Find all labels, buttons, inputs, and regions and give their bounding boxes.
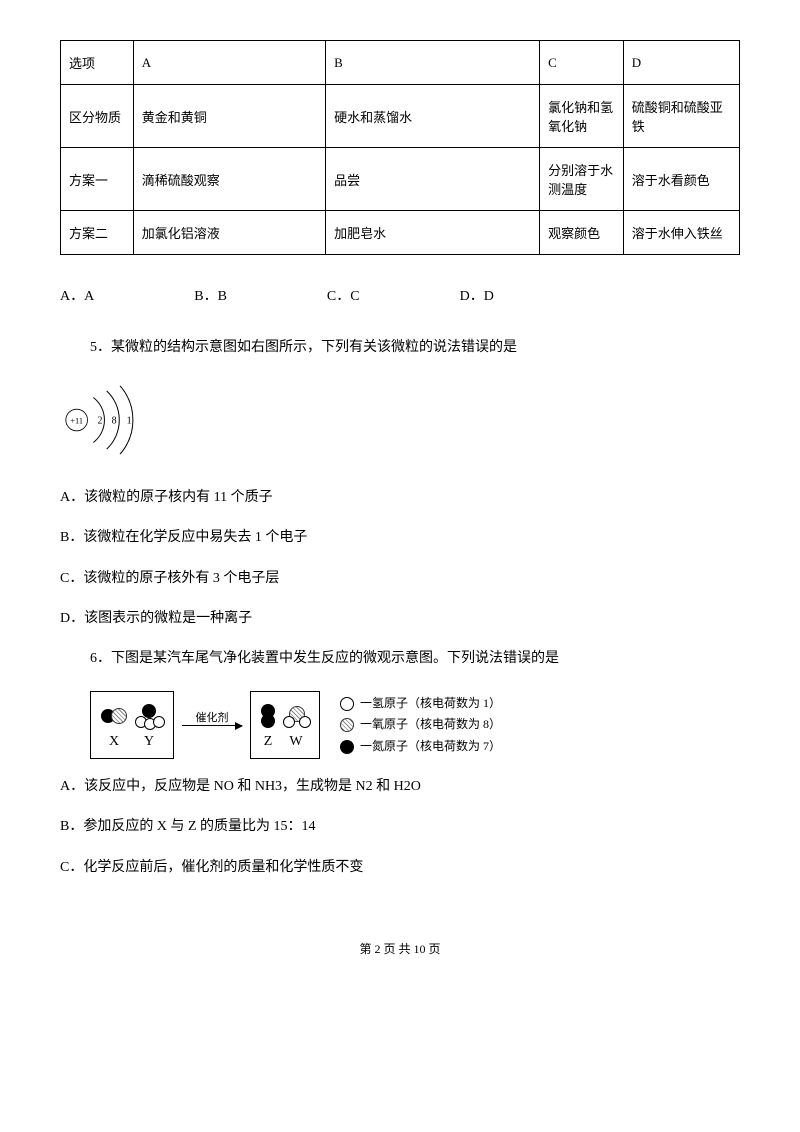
nucleus-label: +11 xyxy=(70,417,83,426)
molecule-label: W xyxy=(289,734,302,750)
table-row: 区分物质 黄金和黄铜 硬水和蒸馏水 氯化钠和氢氧化钠 硫酸铜和硫酸亚铁 xyxy=(61,85,740,148)
svg-text:2: 2 xyxy=(98,416,103,427)
molecular-reaction-diagram: X Y 催化剂 Z xyxy=(90,691,740,759)
q6-option-c: C．化学反应前后，催化剂的质量和化学性质不变 xyxy=(60,855,740,880)
table-cell: 硬水和蒸馏水 xyxy=(326,85,540,148)
table-cell: 加肥皂水 xyxy=(326,211,540,255)
products-box: Z W xyxy=(250,691,320,759)
table-row: 方案二 加氯化铝溶液 加肥皂水 观察颜色 溶于水伸入铁丝 xyxy=(61,211,740,255)
table-cell: 氯化钠和氢氧化钠 xyxy=(540,85,624,148)
table-cell: 加氯化铝溶液 xyxy=(133,211,325,255)
table-cell: B xyxy=(326,41,540,85)
table-cell: 黄金和黄铜 xyxy=(133,85,325,148)
molecule-x-icon xyxy=(101,700,127,732)
q6-option-b: B．参加反应的 X 与 Z 的质量比为 15：14 xyxy=(60,814,740,839)
table-cell: C xyxy=(540,41,624,85)
reaction-arrow-icon: 催化剂 xyxy=(182,709,242,742)
molecule-y-icon xyxy=(135,700,163,732)
table-header-row: 选项 A B C D xyxy=(61,41,740,85)
legend-label: 一氢原子（核电荷数为 1） xyxy=(360,693,501,715)
page-footer: 第 2 页 共 10 页 xyxy=(60,940,740,957)
q5-option-b: B．该微粒在化学反应中易失去 1 个电子 xyxy=(60,525,740,550)
table-cell: 溶于水看颜色 xyxy=(623,148,739,211)
option-b: B．B xyxy=(194,285,227,305)
option-d: D．D xyxy=(460,285,494,305)
q5-option-c: C．该微粒的原子核外有 3 个电子层 xyxy=(60,566,740,591)
q4-answer-options: A．A B．B C．C D．D xyxy=(60,285,740,305)
option-c: C．C xyxy=(327,285,360,305)
table-cell: 观察颜色 xyxy=(540,211,624,255)
reactants-box: X Y xyxy=(90,691,174,759)
table-cell: 分别溶于水测温度 xyxy=(540,148,624,211)
q5-stem: 5．某微粒的结构示意图如右图所示，下列有关该微粒的说法错误的是 xyxy=(90,335,740,360)
molecule-w-icon xyxy=(283,700,309,732)
table-row: 方案一 滴稀硫酸观察 品尝 分别溶于水测温度 溶于水看颜色 xyxy=(61,148,740,211)
table-cell: A xyxy=(133,41,325,85)
q5-option-a: A．该微粒的原子核内有 11 个质子 xyxy=(60,485,740,510)
atom-legend: 一氢原子（核电荷数为 1） 一氧原子（核电荷数为 8） 一氮原子（核电荷数为 7… xyxy=(340,693,501,758)
q6-stem: 6．下图是某汽车尾气净化装置中发生反应的微观示意图。下列说法错误的是 xyxy=(90,646,740,671)
hydrogen-atom-icon xyxy=(340,697,354,711)
option-a: A．A xyxy=(60,285,94,305)
oxygen-atom-icon xyxy=(340,718,354,732)
table-cell: D xyxy=(623,41,739,85)
table-cell: 区分物质 xyxy=(61,85,134,148)
legend-label: 一氧原子（核电荷数为 8） xyxy=(360,714,501,736)
table-cell: 选项 xyxy=(61,41,134,85)
table-cell: 硫酸铜和硫酸亚铁 xyxy=(623,85,739,148)
comparison-table: 选项 A B C D 区分物质 黄金和黄铜 硬水和蒸馏水 氯化钠和氢氧化钠 硫酸… xyxy=(60,40,740,255)
catalyst-label: 催化剂 xyxy=(196,709,229,725)
q6-option-a: A．该反应中，反应物是 NO 和 NH3，生成物是 N2 和 H2O xyxy=(60,774,740,799)
table-cell: 溶于水伸入铁丝 xyxy=(623,211,739,255)
table-cell: 滴稀硫酸观察 xyxy=(133,148,325,211)
atom-structure-diagram: +11 2 8 1 xyxy=(60,380,740,465)
svg-text:8: 8 xyxy=(112,416,117,427)
molecule-label: Y xyxy=(144,734,154,750)
nitrogen-atom-icon xyxy=(340,740,354,754)
molecule-label: X xyxy=(109,734,119,750)
molecule-label: Z xyxy=(264,734,273,750)
table-cell: 方案一 xyxy=(61,148,134,211)
table-cell: 方案二 xyxy=(61,211,134,255)
svg-text:1: 1 xyxy=(127,416,132,427)
molecule-z-icon xyxy=(261,700,275,732)
table-cell: 品尝 xyxy=(326,148,540,211)
legend-label: 一氮原子（核电荷数为 7） xyxy=(360,736,501,758)
q5-option-d: D．该图表示的微粒是一种离子 xyxy=(60,606,740,631)
